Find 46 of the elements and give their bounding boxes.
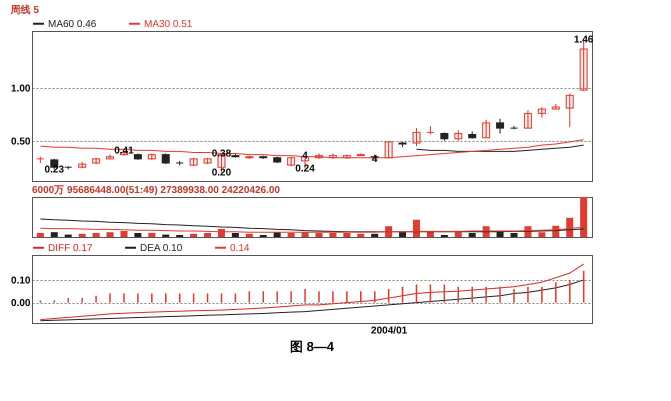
candlestick <box>78 161 86 169</box>
candlestick <box>482 119 490 138</box>
candlestick <box>538 106 546 118</box>
candlestick <box>190 157 198 167</box>
candlestick <box>92 157 100 165</box>
x-tick-label: 2004/01 <box>371 326 408 336</box>
candlestick <box>524 110 532 129</box>
line-series <box>40 279 584 322</box>
legend-label: MA30 0.51 <box>144 18 193 30</box>
candlestick <box>496 118 504 134</box>
chart-title: 周线 5 <box>10 5 39 16</box>
bar <box>232 233 239 237</box>
bar <box>371 234 378 237</box>
candlestick <box>454 130 462 142</box>
bar <box>106 232 114 237</box>
bar <box>92 233 100 237</box>
text: 6000万 95686448.00(51:49) 27389938.00 24220426.00 <box>32 185 280 196</box>
bar <box>78 234 86 237</box>
candlestick <box>162 153 170 165</box>
candlestick <box>552 103 560 110</box>
candlestick <box>566 92 574 128</box>
text: DIFF 0.17 <box>48 242 93 254</box>
candlestick <box>356 153 365 156</box>
bar <box>274 232 281 237</box>
candlestick <box>204 157 212 165</box>
annotation: 0.23 <box>44 164 64 176</box>
text: MA60 0.46 <box>48 18 97 30</box>
y-tick-label: 0.50 <box>11 136 31 148</box>
bar <box>190 234 198 237</box>
legend-label: 0.14 <box>230 242 250 254</box>
y-tick-label: 1.00 <box>11 84 31 95</box>
candlestick <box>412 128 420 147</box>
legend-label: DEA 0.10 <box>140 242 183 254</box>
candlestick <box>148 153 156 160</box>
y-tick-label: 0.10 <box>11 275 31 286</box>
line-series <box>40 264 584 320</box>
y-tick-label: 0.00 <box>11 298 31 310</box>
bar <box>148 233 156 237</box>
bar <box>50 232 58 237</box>
line-series <box>416 144 584 152</box>
bar <box>134 233 142 237</box>
annotation: 0.24 <box>295 163 316 174</box>
candlestick <box>106 154 114 160</box>
bar <box>36 233 44 237</box>
caption: 图 8—4 <box>290 339 335 354</box>
annotation: 0.20 <box>212 168 232 179</box>
